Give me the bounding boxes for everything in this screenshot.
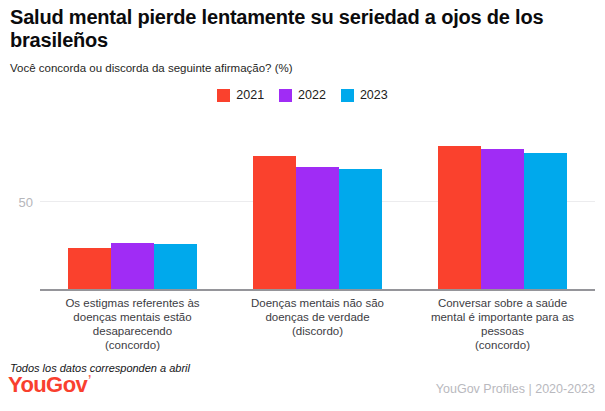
source-attribution: YouGov Profiles | 2020-2023 [436, 382, 595, 396]
yougov-logo-text: YouGov [8, 372, 87, 397]
bar-group-3 [410, 114, 595, 290]
x-axis-label-line: doenças de verdade [229, 310, 406, 324]
legend-label: 2022 [298, 88, 326, 102]
x-axis-label-line: (concordo) [44, 338, 221, 352]
x-axis-label-line: (discordo) [229, 324, 406, 338]
chart-subtitle: Você concorda ou discorda da seguinte af… [10, 62, 293, 74]
bar-2022-category-3 [481, 149, 524, 290]
x-axis-label-line: Os estigmas referentes às [44, 296, 221, 310]
legend-swatch-2023 [341, 89, 354, 102]
x-axis-label-1: Os estigmas referentes àsdoenças mentais… [40, 296, 225, 352]
bar-2022-category-2 [296, 167, 339, 290]
chart-legend: 2021 2022 2023 [0, 88, 605, 102]
yougov-logo-tick: ’ [88, 373, 91, 387]
x-axis-labels: Os estigmas referentes àsdoenças mentais… [40, 296, 595, 352]
legend-label: 2023 [360, 88, 388, 102]
x-axis-label-line: desaparecendo [44, 324, 221, 338]
bar-2023-category-3 [524, 153, 567, 290]
bar-2021-category-2 [253, 156, 296, 290]
chart-title: Salud mental pierde lentamente su seried… [10, 6, 598, 52]
bar-chart-plot-area [40, 114, 595, 290]
x-axis-label-line: mental é importante para as [414, 310, 591, 324]
bar-2023-category-2 [339, 169, 382, 290]
y-axis-tick-50: 50 [0, 195, 33, 210]
x-axis-label-3: Conversar sobre a saúdemental é importan… [410, 296, 595, 352]
legend-label: 2021 [236, 88, 264, 102]
legend-item-2021: 2021 [217, 88, 264, 102]
x-axis-label-line: pessoas [414, 324, 591, 338]
x-axis-label-line: Doenças mentais não são [229, 296, 406, 310]
x-axis-label-2: Doenças mentais não sãodoenças de verdad… [225, 296, 410, 352]
bar-2023-category-1 [154, 244, 197, 290]
x-axis-label-line: (concordo) [414, 338, 591, 352]
bar-2021-category-3 [438, 146, 481, 290]
bar-group-2 [225, 114, 410, 290]
bar-2021-category-1 [68, 248, 111, 290]
legend-swatch-2021 [217, 89, 230, 102]
legend-item-2023: 2023 [341, 88, 388, 102]
x-axis-line [40, 289, 595, 291]
legend-swatch-2022 [279, 89, 292, 102]
bar-2022-category-1 [111, 243, 154, 291]
yougov-logo: YouGov’ [8, 372, 91, 398]
x-axis-label-line: doenças mentais estão [44, 310, 221, 324]
bar-group-1 [40, 114, 225, 290]
legend-item-2022: 2022 [279, 88, 326, 102]
x-axis-label-line: Conversar sobre a saúde [414, 296, 591, 310]
